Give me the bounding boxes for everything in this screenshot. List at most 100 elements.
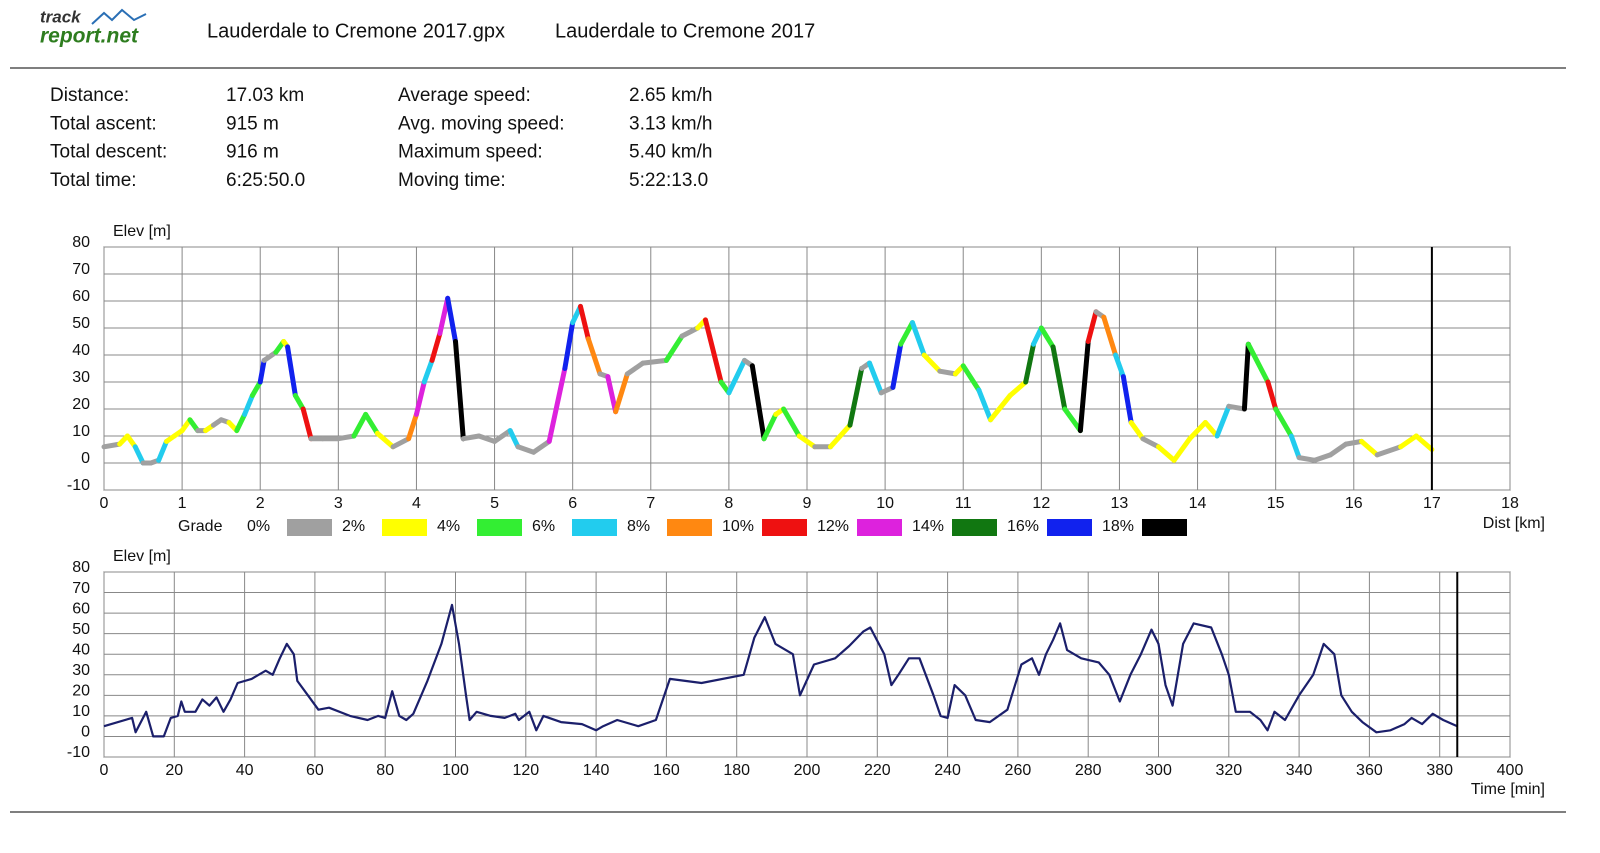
elevation-segment [585,336,603,377]
elevation-segment [1245,341,1271,385]
elevation-segment [827,422,853,450]
x-axis-label: Dist [km] [1483,515,1545,532]
track-name: Lauderdale to Cremone 2017 [555,20,815,42]
x-tick-label: 4 [412,495,421,512]
elevation-segment [445,295,458,344]
elevation-segment [429,330,443,363]
stat-value: 6:25:50.0 [226,170,305,191]
elevation-segment [1226,403,1247,412]
x-tick-label: 360 [1356,762,1383,779]
elevation-segment [1312,452,1333,463]
elevation-segment [796,433,818,450]
elevation-segment [351,411,369,439]
x-tick-label: 2 [256,495,265,512]
x-tick-label: 220 [864,762,891,779]
elevation-segment [1202,420,1220,439]
elevation-segment [663,333,685,363]
elevation-segment [937,368,958,377]
stat-label: Maximum speed: [398,142,543,163]
y-axis-label: Elev [m] [113,223,171,240]
stat-value: 5.40 km/h [629,142,712,163]
x-tick-label: 10 [876,495,894,512]
stat-label: Avg. moving speed: [398,113,565,134]
elevation-line [103,603,1458,738]
legend-label: 6% [532,518,555,535]
y-tick-label: 60 [72,600,90,617]
elevation-segment [726,357,748,396]
elevation-segment [1359,438,1380,458]
stat-label: Total time: [50,170,137,191]
x-tick-label: 180 [723,762,750,779]
x-tick-label: 320 [1215,762,1242,779]
x-tick-label: 0 [100,495,109,512]
x-tick-label: 120 [512,762,539,779]
x-axis-label: Time [min] [1471,781,1545,798]
elevation-segment [1327,441,1349,458]
elevation-segment [1120,374,1134,425]
legend-label: 4% [437,518,460,535]
elevation-segment [390,436,412,450]
y-tick-label: 40 [72,342,90,359]
elevation-segment [413,379,427,417]
elevation-segment [234,411,248,434]
elevation-segment [1031,325,1044,347]
elevation-segment [976,387,994,423]
elevation-segment [890,341,904,390]
stat-value: 915 m [226,113,279,134]
elevation-segment [909,320,927,358]
elevation-segment [624,360,646,377]
legend-label: 10% [722,518,754,535]
elevation-segment [1156,444,1177,463]
elevation-segment [613,371,630,415]
stat-label: Average speed: [398,85,531,106]
legend-label: 16% [1007,518,1039,535]
elevation-segment [292,393,306,412]
x-tick-label: 20 [165,762,183,779]
logo-top: track [40,7,82,26]
legend-label: 18% [1102,518,1134,535]
x-tick-label: 15 [1267,495,1285,512]
elevation-segment [1171,436,1193,463]
stat-label: Moving time: [398,170,506,191]
elevation-segment [257,357,267,385]
elevation-segment [1343,438,1365,447]
elevation-segment [363,411,380,436]
elevation-segment [847,366,865,428]
x-tick-label: 11 [955,495,972,512]
y-tick-label: 20 [72,683,90,700]
x-tick-label: 14 [1189,495,1207,512]
stat-label: Total descent: [50,142,167,163]
elevation-segment [249,379,263,398]
elevation-segment [898,320,915,347]
elevation-segment [1413,433,1435,452]
y-tick-label: 40 [72,641,90,658]
logo-bottom: report.net [40,25,139,48]
elevation-segment [1101,314,1119,358]
legend-swatch [572,519,617,536]
x-tick-label: 140 [583,762,610,779]
elevation-segment [460,433,482,442]
y-tick-label: 80 [72,559,90,576]
legend-swatch [857,519,902,536]
x-tick-label: 1 [178,495,187,512]
elevation-segment [453,339,466,442]
x-tick-label: 160 [653,762,680,779]
elevation-segment [285,344,298,398]
elevation-segment [1085,309,1099,344]
elevation-segment [749,363,767,442]
elevation-segment [1265,379,1279,412]
elevation-segment [781,406,802,439]
y-tick-label: 50 [72,621,90,638]
elevation-segment [1062,406,1083,434]
stat-value: 17.03 km [226,85,304,106]
elevation-segment [476,433,498,444]
legend-title: Grade [178,518,223,535]
x-tick-label: 340 [1286,762,1313,779]
legend-swatch [287,519,332,536]
elevation-segment [1007,379,1029,398]
stat-value: 2.65 km/h [629,85,712,106]
legend-swatch [382,519,427,536]
elevation-segment [640,357,669,366]
legend-swatch [1047,519,1092,536]
